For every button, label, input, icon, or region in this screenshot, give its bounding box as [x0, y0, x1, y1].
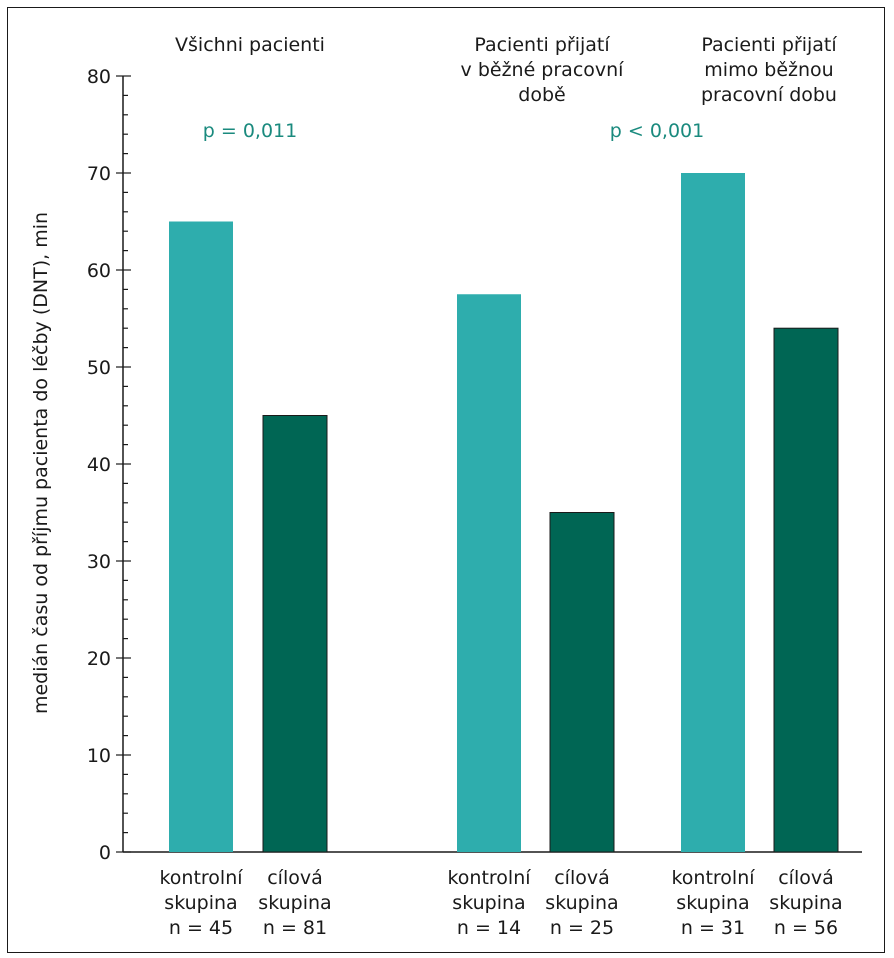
group-title: Pacienti přijatí	[474, 34, 610, 56]
group-title: pracovní dobu	[701, 84, 837, 106]
y-tick-label: 70	[87, 163, 111, 185]
x-category-label: n = 31	[681, 917, 745, 939]
category-labels: kontrolní skupina n = 45 cílová skupina n = 8…	[159, 867, 842, 939]
x-category-label: kontrolní	[671, 867, 755, 889]
x-category-label: skupina	[452, 892, 525, 914]
bar-kontrolni	[681, 173, 745, 852]
group-title: době	[518, 84, 565, 106]
x-category-label: kontrolní	[159, 867, 243, 889]
y-tick-label: 40	[87, 454, 111, 476]
x-category-label: skupina	[769, 892, 842, 914]
p-value-subgroups: p < 0,001	[610, 120, 704, 142]
x-category-label: cílová	[778, 867, 834, 889]
y-tick-label: 20	[87, 648, 111, 670]
x-category-label: n = 81	[263, 917, 327, 939]
x-category-label: cílová	[554, 867, 610, 889]
x-category-label: skupina	[545, 892, 618, 914]
group-title: Všichni pacienti	[175, 34, 325, 56]
x-category-label: skupina	[676, 892, 749, 914]
bar-cilova	[262, 415, 328, 853]
bar-cilova	[549, 512, 615, 853]
y-tick-label: 0	[99, 842, 111, 864]
bars	[169, 173, 839, 853]
group-title: mimo běžnou	[704, 59, 833, 81]
y-tick-label: 60	[87, 260, 111, 282]
x-category-label: n = 25	[550, 917, 614, 939]
y-tick-label: 30	[87, 551, 111, 573]
bar-cilova	[773, 327, 839, 853]
x-category-label: n = 14	[457, 917, 521, 939]
bar-kontrolni	[169, 221, 233, 852]
y-axis-label: medián času od příjmu pacienta do léčby …	[30, 212, 52, 714]
y-tick-label: 50	[87, 357, 111, 379]
y-tick-label: 10	[87, 745, 111, 767]
y-tick-label: 80	[87, 66, 111, 88]
group-title: Pacienti přijatí	[701, 34, 837, 56]
chart-frame	[7, 7, 885, 953]
x-category-label: cílová	[267, 867, 323, 889]
x-category-label: n = 56	[774, 917, 838, 939]
x-category-label: kontrolní	[447, 867, 531, 889]
x-category-label: skupina	[258, 892, 331, 914]
x-category-label: n = 45	[169, 917, 233, 939]
bar-kontrolni	[457, 294, 521, 852]
group-title: v běžné pracovní	[461, 59, 625, 81]
p-value-all: p = 0,011	[203, 120, 297, 142]
group-titles: Všichni pacienti Pacienti přijatí v běžné …	[175, 34, 837, 106]
x-category-label: skupina	[164, 892, 237, 914]
